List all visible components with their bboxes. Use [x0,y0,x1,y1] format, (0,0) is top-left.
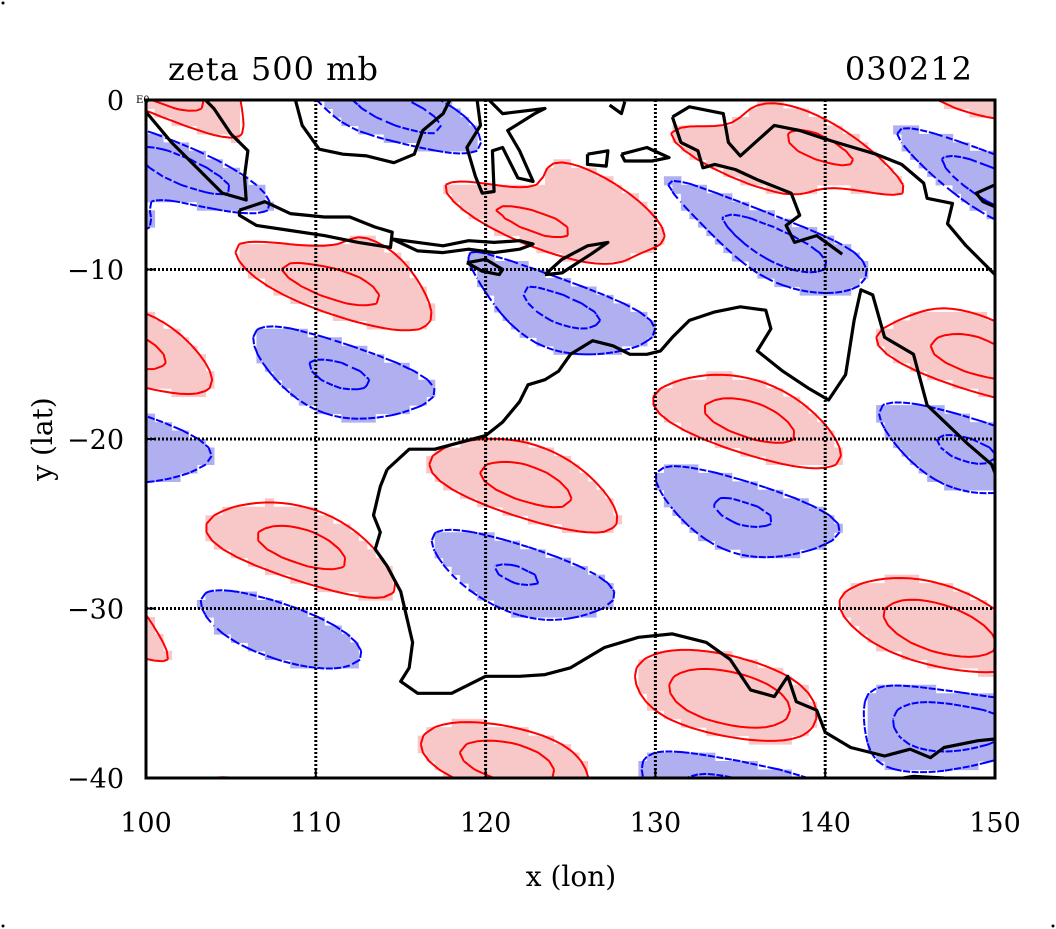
y-tick-label-0: 0 [107,86,124,117]
lat-lon-grid [146,100,995,778]
coastline-segment-0 [386,288,995,474]
y-tick-label-1: −10 [67,256,124,287]
x-tick-label-130: 130 [630,808,682,839]
x-tick-label-140: 140 [799,808,851,839]
y-tick-label-2: −20 [67,425,124,456]
x-tick-label-120: 120 [460,808,512,839]
coastline-segment-7 [543,240,610,277]
coastline-segment-8 [293,100,452,165]
coastline-segment-9 [465,100,547,195]
coastline-segment-12 [608,101,627,116]
x-tick-label-110: 110 [290,808,342,839]
negative-contour-line-1 [146,100,995,778]
x-axis-label: x (lon) [526,860,616,893]
corner-tag: E0 [136,95,150,106]
coastline-segment-11 [619,145,671,163]
y-tick-label-3: −30 [67,595,124,626]
negative-contour-line-0 [146,100,995,778]
corner-mark-tl [1,1,5,5]
y-axis-ticks: 0 −10 −20 −30 −40 [67,86,156,795]
x-axis-ticks: 100 110 120 130 140 150 [120,768,1021,839]
corner-mark-br [1051,924,1055,928]
coastline-segment-6 [466,257,505,277]
coastline-segment-13 [671,105,995,276]
coastline-segment-4 [237,200,394,250]
y-tick-label-4: −40 [67,764,124,795]
coastline-segment-1 [371,468,995,760]
coastline-segment-10 [585,149,610,168]
x-tick-label-100: 100 [120,808,172,839]
corner-mark-bl [1,924,5,928]
coastline-layer [146,100,995,778]
plot-title-date: 030212 [845,50,973,88]
coastline-segment-14 [670,116,844,256]
coastline-segment-5 [391,237,535,255]
coastline-segment-15 [974,183,995,209]
y-axis-label: y (lat) [26,397,59,481]
x-tick-label-150: 150 [969,808,1021,839]
map-plot-area[interactable] [146,100,996,779]
coastline-segment-3 [146,100,250,202]
plot-title-variable: zeta 500 mb [168,50,379,88]
